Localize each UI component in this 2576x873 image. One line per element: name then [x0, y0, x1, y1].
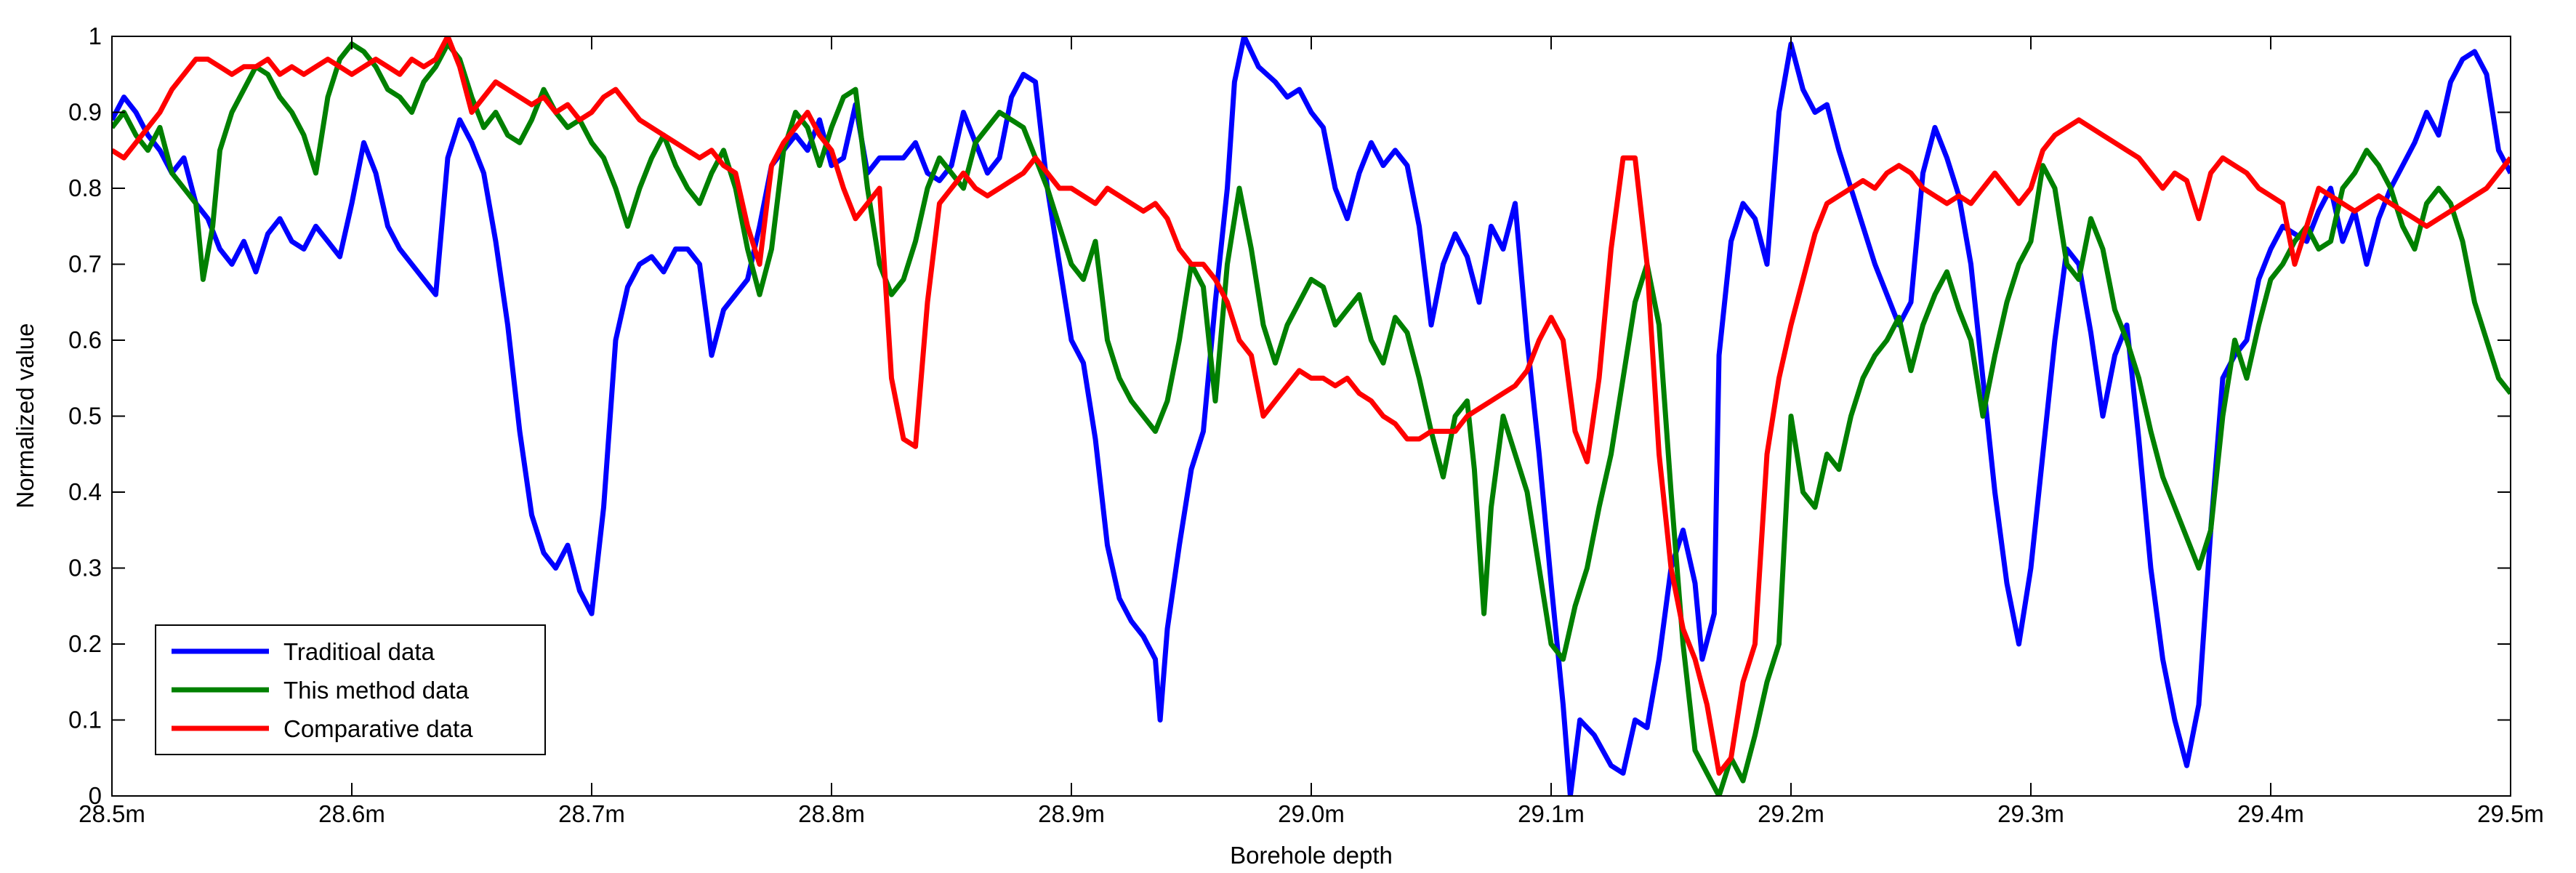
legend-entries: Traditioal data This method data Comparati… — [172, 638, 473, 742]
series-line-3 — [112, 36, 2511, 776]
legend-label-1: Traditioal data — [283, 638, 435, 665]
y-axis-title: Normalized value — [12, 323, 39, 509]
y-tick-label: 0.5 — [68, 403, 102, 430]
x-tick-label: 28.7m — [558, 800, 625, 827]
x-axis-title: Borehole depth — [1230, 842, 1393, 869]
x-tick-label: 28.9m — [1038, 800, 1105, 827]
x-tick-label: 29.5m — [2477, 800, 2544, 827]
x-tick-label: 29.3m — [1997, 800, 2064, 827]
x-tick-label: 29.2m — [1758, 800, 1824, 827]
x-tick-label: 29.4m — [2237, 800, 2304, 827]
y-tick-label: 0 — [89, 782, 102, 809]
y-tick-label: 0.2 — [68, 630, 102, 657]
ticks-layer: 28.5m 28.6m 28.7m 28.8m 28.9m 29.0m 29.1m 29.2m… — [68, 23, 2544, 827]
series-layer — [112, 36, 2511, 796]
y-tick-label: 0.4 — [68, 478, 102, 505]
legend-label-2: This method data — [283, 677, 470, 704]
y-tick-label: 0.6 — [68, 326, 102, 353]
y-tick-label: 0.3 — [68, 555, 102, 582]
x-tick-label: 28.8m — [798, 800, 865, 827]
y-tick-label: 0.7 — [68, 251, 102, 278]
y-tick-label: 1 — [89, 23, 102, 49]
series-line-2 — [112, 41, 2511, 796]
legend: Traditioal data This method data Comparati… — [155, 624, 546, 755]
series-line-1 — [112, 36, 2511, 796]
x-tick-label: 29.1m — [1518, 800, 1585, 827]
x-tick-label: 29.0m — [1278, 800, 1345, 827]
x-tick-label: 28.6m — [318, 800, 385, 827]
legend-label-3: Comparative data — [283, 715, 473, 742]
x-tick-label: 28.5m — [79, 800, 145, 827]
y-tick-label: 0.1 — [68, 707, 102, 733]
y-tick-label: 0.8 — [68, 174, 102, 201]
y-tick-label: 0.9 — [68, 99, 102, 126]
